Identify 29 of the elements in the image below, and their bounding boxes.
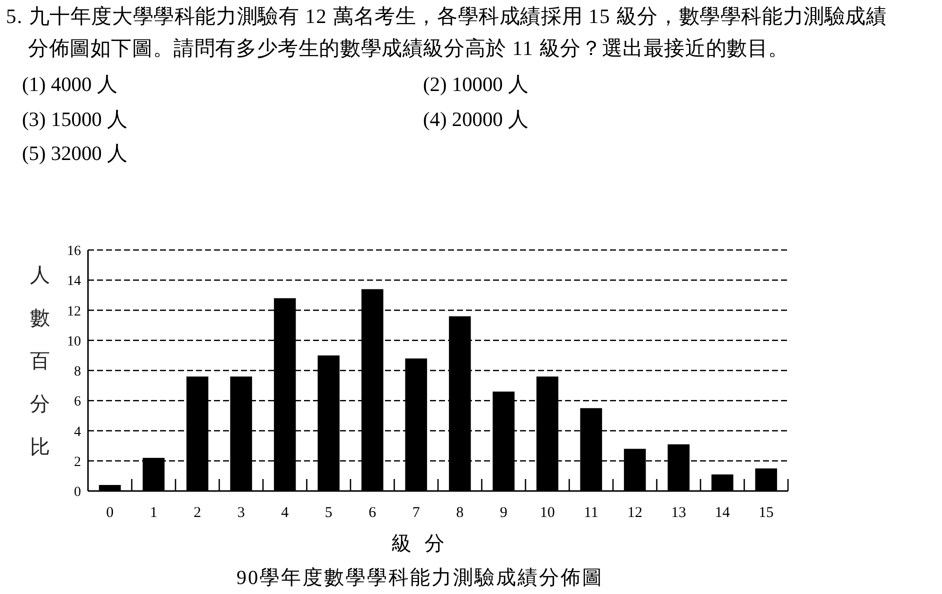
xtick-label: 2	[194, 505, 202, 521]
ytick-label: 8	[74, 364, 81, 380]
xtick-label: 3	[237, 505, 245, 521]
xlabel: 級 分	[392, 533, 448, 555]
ytick-label: 0	[74, 485, 81, 500]
title: 90學年度數學學科能力測驗成績分佈圖	[236, 567, 604, 589]
xtick-label: 13	[671, 505, 686, 521]
xtick-label: 10	[540, 505, 555, 521]
xtick-label: 5	[324, 505, 332, 521]
xtick-label: 11	[584, 505, 598, 521]
xtick-label: 15	[758, 505, 774, 521]
ytick-label: 14	[67, 274, 81, 290]
xtick-label: 8	[456, 505, 464, 521]
xtick-label: 9	[500, 505, 508, 521]
xtick-label: 4	[281, 505, 289, 521]
xtick-label: 12	[627, 505, 642, 521]
xtick-label: 0	[106, 505, 114, 521]
ytick-label: 12	[67, 304, 81, 320]
ytick-label: 2	[74, 454, 81, 470]
question: 5. 九十年度大學學科能力測驗有 12 萬名考生，各學科成績採用 15 級分，數學學科能力測驗成績分佈圖如下圖。請問有多少考生的數學成績級分高於 11 級分？選出最接近的數目。	[6, 4, 888, 62]
ytick-label: 4	[74, 424, 81, 440]
xtick-label: 14	[714, 505, 730, 521]
xtick-label: 6	[368, 505, 376, 521]
xtick-label: 1	[150, 505, 158, 521]
xtick-label: 7	[412, 505, 420, 521]
ytick-label: 10	[67, 334, 81, 350]
ytick-label: 6	[74, 394, 81, 410]
ylabel: 人數百分比	[30, 264, 50, 458]
ytick-label: 16	[67, 244, 81, 259]
